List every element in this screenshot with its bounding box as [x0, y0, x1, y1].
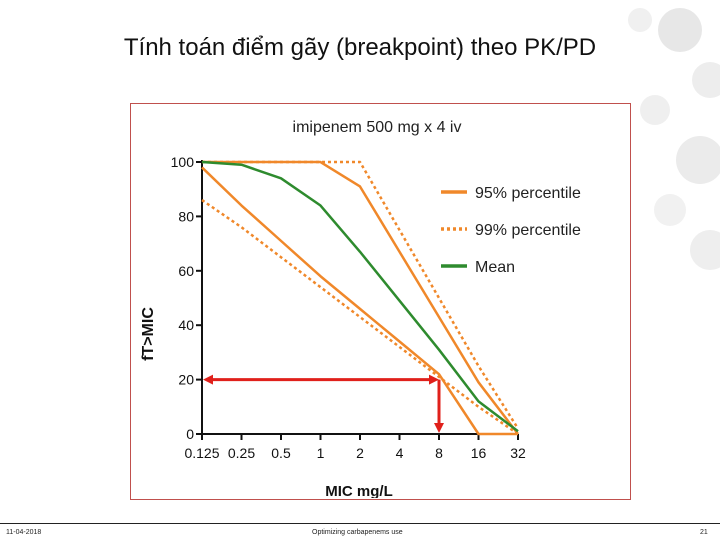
legend-label-3: Mean: [475, 259, 515, 276]
x-tick-label: 0.25: [228, 445, 255, 461]
legend-label-2: 99% percentile: [475, 222, 581, 239]
legend-label-1: 95% percentile: [475, 185, 581, 202]
y-axis-title: fT>MIC: [140, 307, 157, 361]
annotation-arrowhead-left: [203, 374, 213, 385]
page-number: 21: [700, 529, 708, 536]
x-tick-label: 1: [317, 445, 325, 461]
x-tick-label: 0.125: [184, 445, 219, 461]
x-tick-label: 32: [510, 445, 526, 461]
slide-footer: 11-04-2018 Optimizing carbapenems use 21: [0, 523, 720, 540]
series-line-3: [202, 160, 520, 430]
x-tick-label: 0.5: [271, 445, 291, 461]
y-tick-label: 20: [178, 372, 194, 388]
footer-center-text: Optimizing carbapenems use: [312, 529, 403, 536]
footer-rule: [0, 523, 720, 524]
annotation-arrowhead-right: [429, 374, 439, 385]
slide-title: Tính toán điểm gãy (breakpoint) theo PK/…: [123, 34, 597, 61]
chart: imipenem 500 mg x 4 iv fT>MIC MIC mg/L 0…: [140, 119, 581, 498]
series-line-4: [201, 199, 519, 436]
x-tick-label: 16: [471, 445, 487, 461]
x-tick-label: 4: [396, 445, 404, 461]
x-axis-title: MIC mg/L: [325, 483, 393, 498]
x-tick-label: 8: [435, 445, 443, 461]
y-tick-label: 60: [178, 263, 194, 279]
y-tick-label: 40: [178, 317, 194, 333]
background-decoration: [628, 8, 720, 270]
series-line-1: [202, 160, 519, 435]
chart-title: imipenem 500 mg x 4 iv: [293, 119, 462, 136]
x-tick-label: 2: [356, 445, 364, 461]
series-line-5: [201, 160, 519, 433]
annotation-arrowhead-down: [434, 423, 444, 433]
series-line-2: [201, 166, 518, 436]
y-tick-label: 0: [186, 426, 194, 442]
chart-frame: imipenem 500 mg x 4 iv fT>MIC MIC mg/L 0…: [130, 103, 631, 500]
y-tick-label: 100: [171, 154, 195, 170]
footer-date: 11-04-2018: [6, 529, 42, 536]
y-tick-label: 80: [178, 208, 194, 224]
